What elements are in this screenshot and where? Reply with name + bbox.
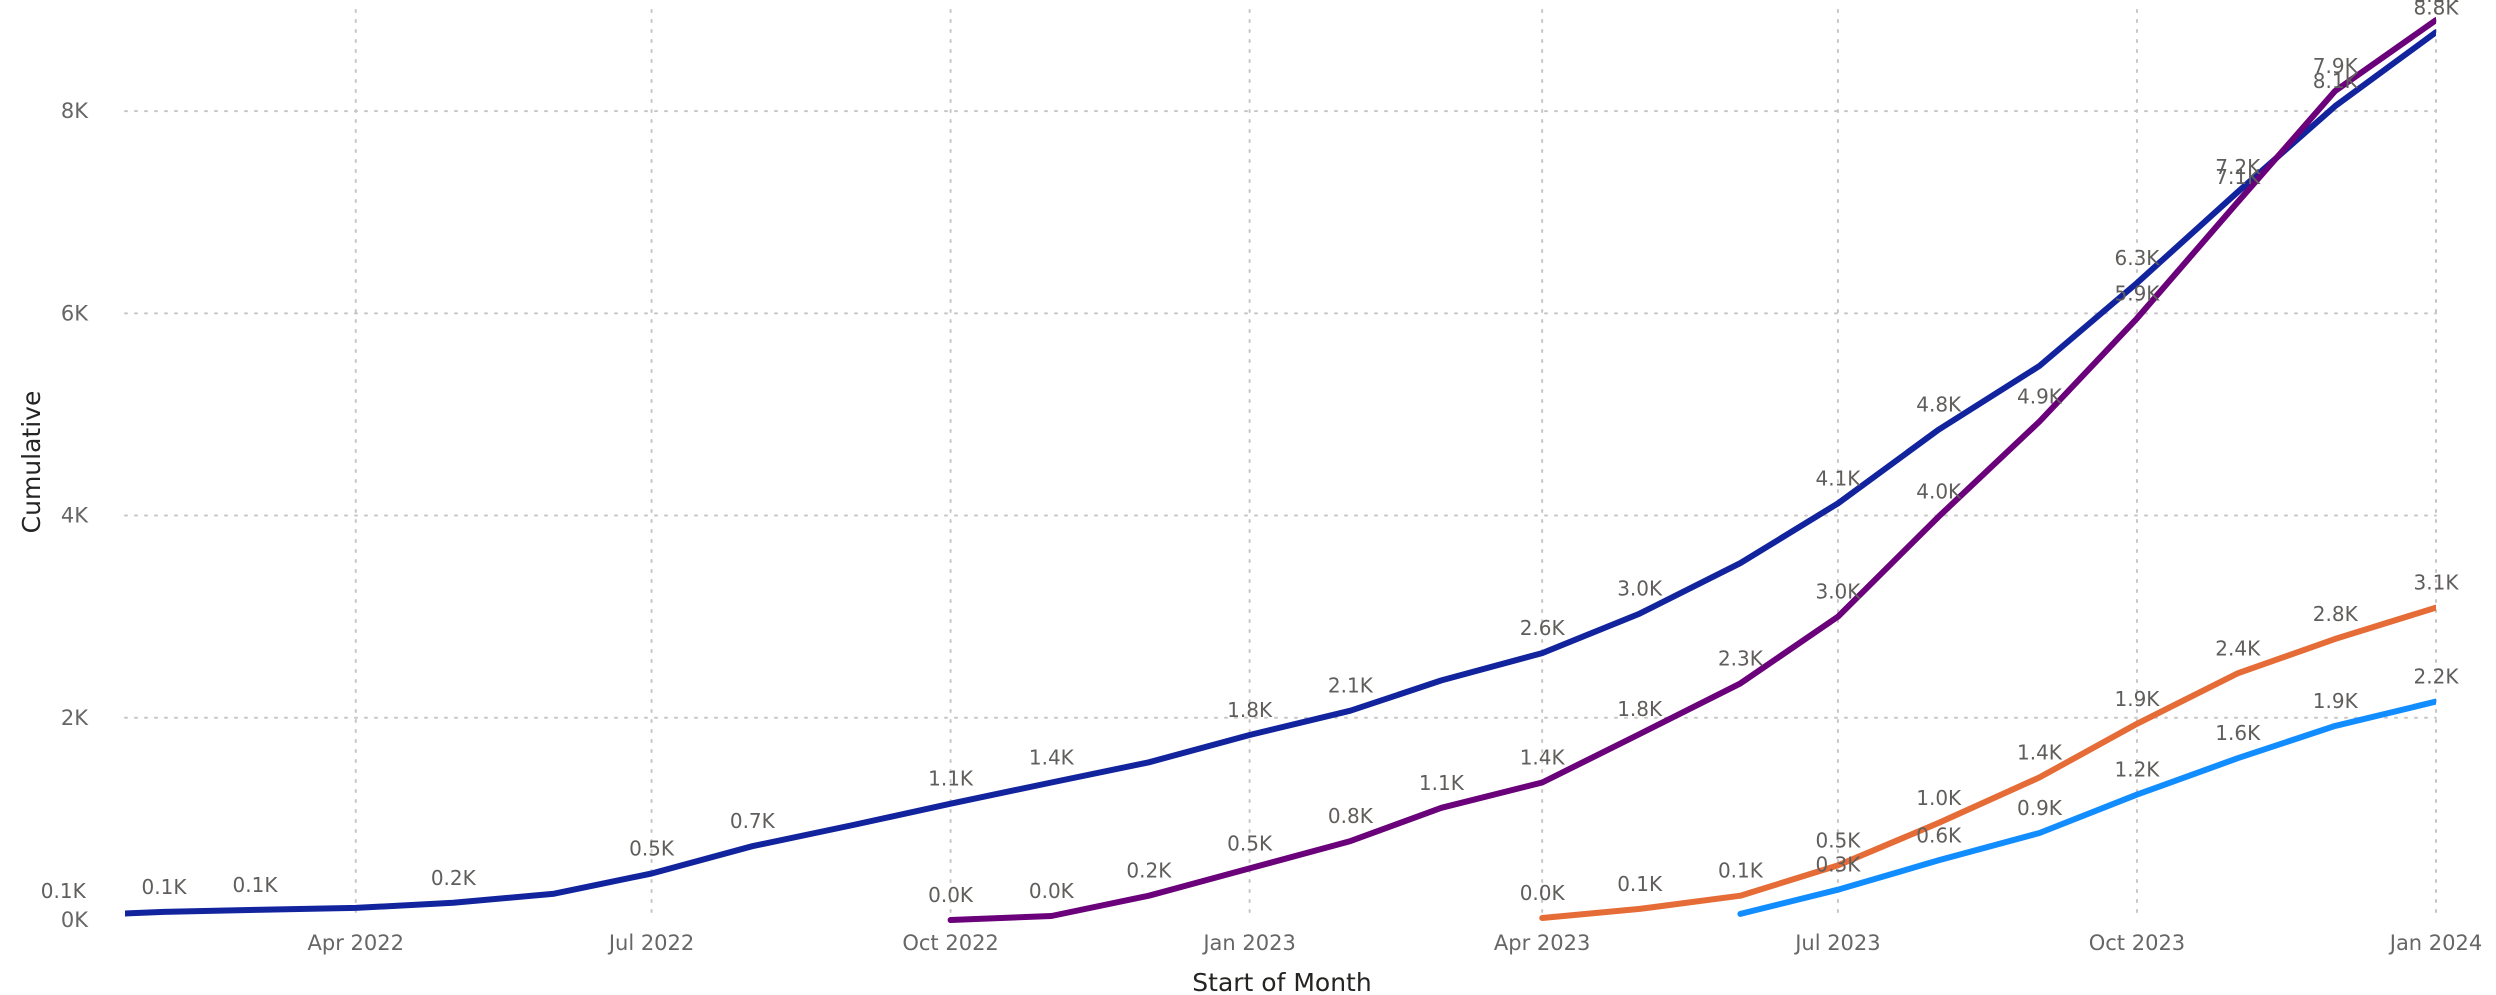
data-label: 7.1K: [2215, 165, 2261, 189]
gridlines: [124, 9, 2437, 921]
data-label: 0.6K: [1916, 823, 1962, 847]
data-label: 0.0K: [928, 883, 974, 907]
data-label: 0.1K: [233, 873, 279, 897]
data-label: 4.0K: [1916, 480, 1962, 504]
series-lines: [125, 17, 2436, 923]
data-label: 0.1K: [1718, 859, 1764, 883]
data-label: 0.5K: [1227, 831, 1273, 855]
data-label: 4.1K: [1815, 466, 1861, 490]
data-label: 0.1K: [142, 875, 188, 899]
data-label: 0.0K: [1029, 879, 1075, 903]
data-label: 0.2K: [431, 866, 477, 890]
data-label: 0.0K: [1520, 881, 1566, 905]
y-axis-title: Cumulative: [17, 391, 46, 534]
data-label: 3.0K: [1617, 577, 1663, 601]
data-label: 0.1K: [1617, 872, 1663, 896]
series-line-1: [125, 29, 2436, 917]
data-label: 1.4K: [1029, 745, 1075, 769]
x-tick-label: Jul 2023: [1793, 931, 1880, 955]
data-label: 0.2K: [1126, 859, 1172, 883]
data-label: 0.3K: [1815, 853, 1861, 877]
data-label: 0.9K: [2017, 796, 2063, 820]
data-label: 1.9K: [2115, 687, 2161, 711]
x-axis-ticks: Apr 2022 Jul 2022 Oct 2022 Jan 2023 Apr 2023…: [308, 931, 2483, 955]
data-label: 1.4K: [2017, 740, 2063, 764]
y-tick-label: 2K: [61, 706, 89, 730]
data-label: 0.1K: [41, 879, 87, 903]
data-label: 1.1K: [928, 767, 974, 791]
data-label: 8.8K: [2414, 0, 2460, 19]
data-label: 0.7K: [730, 809, 776, 833]
data-label: 2.1K: [1328, 674, 1374, 698]
data-label: 8.8K: [2414, 0, 2460, 7]
data-label: 3.0K: [1815, 580, 1861, 604]
data-label: 1.1K: [1419, 771, 1465, 795]
data-label: 2.2K: [2414, 665, 2460, 689]
data-label: 4.9K: [2017, 385, 2063, 409]
data-label: 1.2K: [2115, 758, 2161, 782]
data-label: 0.5K: [1815, 828, 1861, 852]
y-tick-label: 4K: [61, 504, 89, 528]
y-axis-ticks: 0K 2K 4K 6K 8K: [61, 99, 89, 932]
series-line-2: [947, 17, 2436, 923]
data-label: 1.6K: [2215, 721, 2261, 745]
data-label: 2.8K: [2313, 602, 2359, 626]
data-label: 4.8K: [1916, 393, 1962, 417]
x-tick-label: Apr 2022: [308, 931, 404, 955]
data-label: 3.1K: [2414, 571, 2460, 595]
data-label: 1.8K: [1617, 697, 1663, 721]
data-label: 2.6K: [1520, 616, 1566, 640]
data-labels: 0.1K 0.1K 0.1K 0.2K 0.5K 0.7K 1.1K 1.4K 1.8K 2.1K…: [41, 0, 2460, 907]
data-label: 1.4K: [1520, 745, 1566, 769]
data-label: 7.2K: [2215, 155, 2261, 179]
data-label: 2.3K: [1718, 646, 1764, 670]
data-label: 5.9K: [2115, 281, 2161, 305]
data-label: 8.1K: [2313, 69, 2359, 93]
data-label: 0.8K: [1328, 804, 1374, 828]
x-tick-label: Jul 2022: [607, 931, 694, 955]
series-line-4: [1737, 698, 2436, 917]
x-tick-label: Apr 2023: [1494, 931, 1590, 955]
data-label: 0.5K: [629, 836, 675, 860]
data-label: 7.9K: [2313, 54, 2359, 78]
x-tick-label: Jan 2024: [2388, 931, 2483, 955]
data-label: 1.0K: [1916, 786, 1962, 810]
y-tick-label: 8K: [61, 99, 89, 123]
data-label: 1.8K: [1227, 698, 1273, 722]
y-tick-label: 6K: [61, 301, 89, 325]
series-line-3: [1539, 604, 2436, 921]
data-label: 1.9K: [2313, 689, 2359, 713]
x-axis-title: Start of Month: [1192, 968, 1371, 995]
x-tick-label: Oct 2022: [902, 931, 998, 955]
data-label: 6.3K: [2115, 246, 2161, 270]
x-tick-label: Jan 2023: [1201, 931, 1296, 955]
x-tick-label: Oct 2023: [2089, 931, 2185, 955]
y-tick-label: 0K: [61, 908, 89, 932]
data-label: 2.4K: [2215, 636, 2261, 660]
